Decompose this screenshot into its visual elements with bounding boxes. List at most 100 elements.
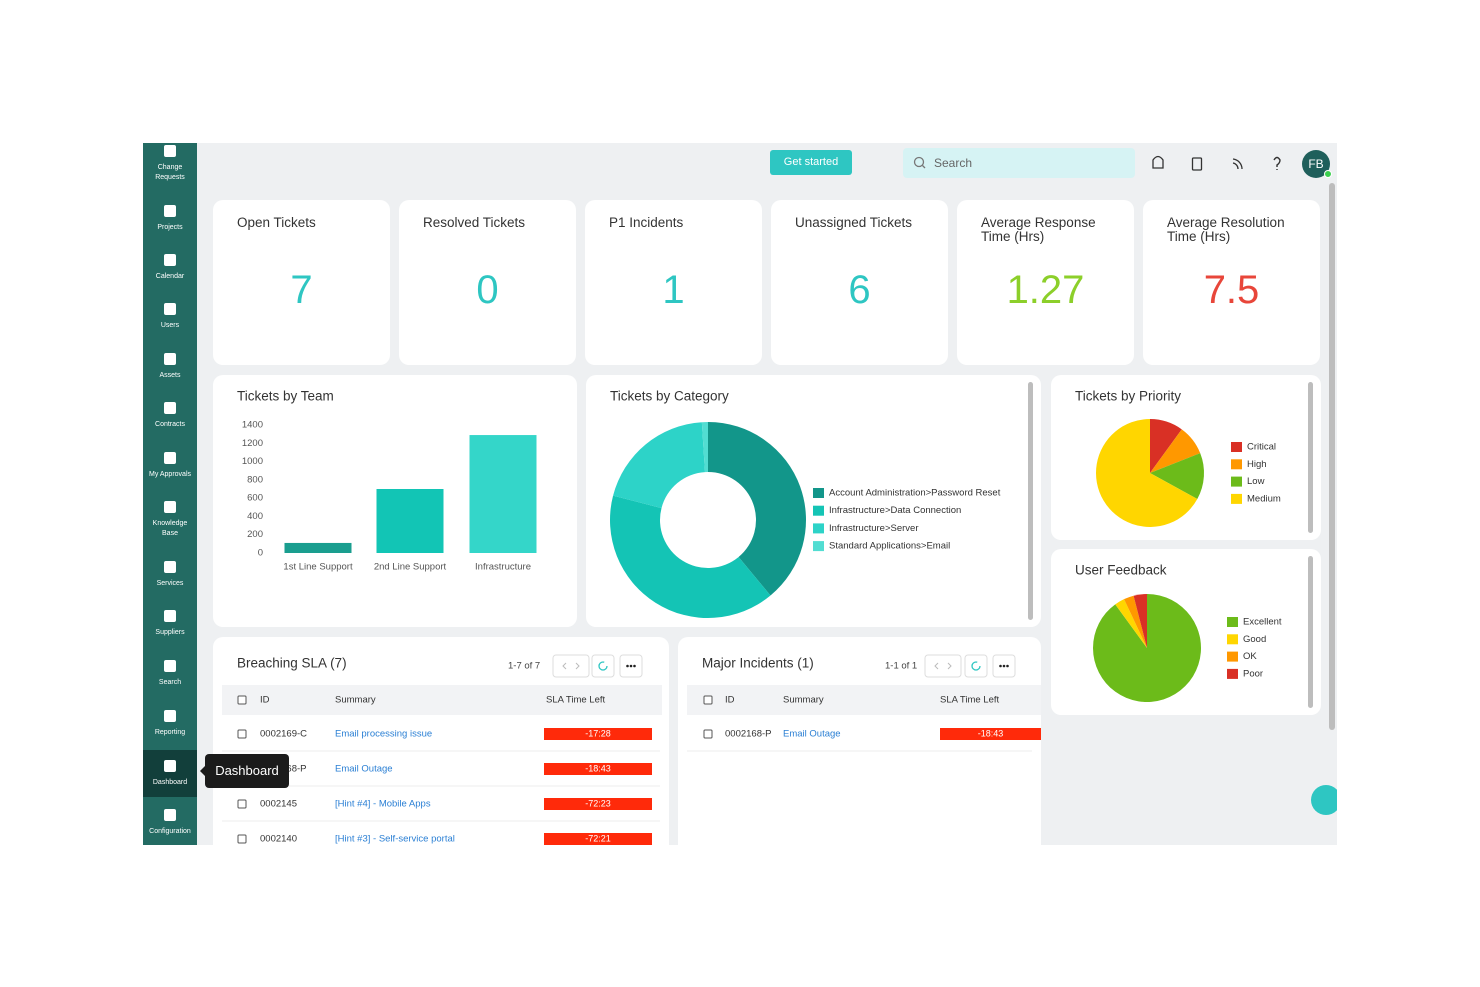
table-card: Breaching SLA (7) 1-7 of 7 ID Summary SLA Ti… bbox=[213, 637, 669, 845]
feed-icon[interactable] bbox=[1232, 158, 1243, 170]
slice bbox=[701, 422, 708, 473]
nav-label[interactable]: Reporting bbox=[154, 729, 186, 736]
nav-label[interactable]: Services bbox=[156, 580, 184, 587]
get-started-button[interactable]: Get started bbox=[770, 150, 852, 175]
legend-swatch bbox=[1231, 493, 1242, 504]
pager-buttons[interactable] bbox=[924, 654, 962, 678]
nav-icon[interactable] bbox=[164, 561, 176, 573]
notifications-icon[interactable] bbox=[1152, 155, 1164, 169]
checkbox[interactable] bbox=[237, 695, 247, 705]
nav-icon[interactable] bbox=[164, 303, 176, 315]
nav-label[interactable]: Assets bbox=[159, 372, 181, 379]
slice bbox=[1150, 429, 1201, 473]
pager-box bbox=[552, 654, 590, 678]
ticket-summary-link[interactable]: [Hint #4] - Mobile Apps bbox=[335, 799, 431, 810]
canvas: Major Incidents (1) 1-1 of 1 ID Summary SLA … bbox=[687, 654, 1041, 752]
nav-label[interactable]: Projects bbox=[157, 224, 183, 231]
page-scrollbar bbox=[1329, 183, 1335, 730]
nav-icon[interactable] bbox=[164, 353, 176, 365]
ticket-summary-link[interactable]: [Hint #3] - Self-service portal bbox=[335, 834, 455, 845]
kpi-value: 6 bbox=[848, 268, 871, 312]
nav-label[interactable]: Contracts bbox=[155, 421, 185, 428]
legend-label: Critical bbox=[1247, 442, 1276, 453]
refresh-button[interactable] bbox=[964, 654, 988, 678]
legend-swatch bbox=[1231, 459, 1242, 470]
slice bbox=[1124, 595, 1147, 648]
ticket-id: 0002145 bbox=[260, 799, 297, 810]
nav-label[interactable]: Calendar bbox=[155, 273, 185, 280]
kpi-value: 1.27 bbox=[1006, 268, 1085, 312]
checkbox[interactable] bbox=[703, 695, 713, 705]
legend-swatch bbox=[813, 541, 824, 552]
chart-title: Tickets by Priority bbox=[1075, 389, 1181, 404]
slice bbox=[1096, 419, 1198, 527]
tooltip: Dashboard bbox=[200, 754, 289, 788]
nav-icon[interactable] bbox=[164, 205, 176, 217]
nav-label[interactable]: Users bbox=[160, 322, 180, 329]
ticket-summary-link[interactable]: Email processing issue bbox=[335, 729, 432, 740]
ticket-summary-link[interactable]: Email Outage bbox=[783, 729, 841, 740]
scrollbar bbox=[1028, 382, 1033, 620]
checkbox[interactable] bbox=[237, 834, 247, 844]
pagination: 1-1 of 1 bbox=[885, 661, 917, 672]
feed bbox=[1232, 158, 1243, 170]
bell bbox=[1152, 155, 1164, 169]
nav-label[interactable]: Search bbox=[158, 679, 182, 686]
column-header: Summary bbox=[783, 695, 824, 706]
slice bbox=[1115, 599, 1147, 648]
sla-badge bbox=[544, 763, 652, 775]
checkbox[interactable] bbox=[703, 729, 713, 739]
clipboard-icon[interactable] bbox=[1191, 157, 1203, 171]
legend-label: Account Administration>Password Reset bbox=[829, 488, 1001, 499]
bar bbox=[469, 435, 537, 553]
nav-icon[interactable] bbox=[164, 452, 176, 464]
kpi-card: Resolved Tickets 0 bbox=[399, 200, 576, 365]
nav-icon[interactable] bbox=[164, 610, 176, 622]
legend-swatch bbox=[813, 505, 824, 516]
nav-icon[interactable] bbox=[164, 501, 176, 513]
nav-label[interactable]: Suppliers bbox=[155, 629, 185, 636]
pager-buttons[interactable] bbox=[552, 654, 590, 678]
pagination: 1-7 of 7 bbox=[508, 661, 540, 672]
kpi-value: 7.5 bbox=[1203, 268, 1260, 312]
nav-icon[interactable] bbox=[164, 145, 176, 157]
help-icon[interactable] bbox=[1273, 156, 1281, 171]
nav-label[interactable]: Change Requests bbox=[155, 164, 185, 182]
y-tick-label: 200 bbox=[247, 529, 263, 540]
kpi-label: Resolved Tickets bbox=[423, 215, 526, 230]
sla-time-left: -17:28 bbox=[585, 728, 611, 738]
kpi-card: Open Tickets 7 bbox=[213, 200, 390, 365]
nav-icon[interactable] bbox=[164, 710, 176, 722]
x-tick-label: Infrastructure bbox=[475, 562, 531, 573]
slice bbox=[708, 422, 806, 596]
scrollbar bbox=[1308, 556, 1313, 708]
search-box[interactable]: Search bbox=[903, 148, 1135, 178]
chat-button[interactable] bbox=[1311, 785, 1337, 815]
kpi-value: 7 bbox=[290, 268, 313, 312]
sidebar: Change Requests Projects Calendar Users Asse… bbox=[143, 143, 197, 845]
refresh-button[interactable] bbox=[591, 654, 615, 678]
nav-icon[interactable] bbox=[164, 809, 176, 821]
kpi-card: Average Response Time (Hrs) 1.27 bbox=[957, 200, 1134, 365]
nav-icon[interactable] bbox=[164, 660, 176, 672]
nav-label[interactable]: My Approvals bbox=[148, 471, 192, 478]
nav-label[interactable]: Dashboard bbox=[152, 779, 188, 786]
checkbox[interactable] bbox=[237, 799, 247, 809]
y-tick-label: 1200 bbox=[242, 438, 263, 449]
sla-time-left: -72:23 bbox=[585, 798, 611, 808]
kpi-label: Unassigned Tickets bbox=[795, 215, 913, 230]
slice bbox=[610, 495, 771, 618]
ticket-summary-link[interactable]: Email Outage bbox=[335, 764, 393, 775]
nav-label[interactable]: Knowledge Base bbox=[152, 520, 188, 538]
avatar[interactable] bbox=[1302, 150, 1330, 178]
legend-label: Infrastructure>Server bbox=[829, 523, 919, 534]
search-placeholder[interactable]: Search bbox=[934, 156, 973, 170]
nav-icon[interactable] bbox=[164, 760, 176, 772]
checkbox[interactable] bbox=[237, 729, 247, 739]
legend-swatch bbox=[813, 488, 824, 498]
nav-icon[interactable] bbox=[164, 402, 176, 414]
nav-icon[interactable] bbox=[164, 254, 176, 266]
nav-label[interactable]: Configuration bbox=[149, 828, 191, 835]
kpi-value: 1 bbox=[662, 268, 685, 312]
